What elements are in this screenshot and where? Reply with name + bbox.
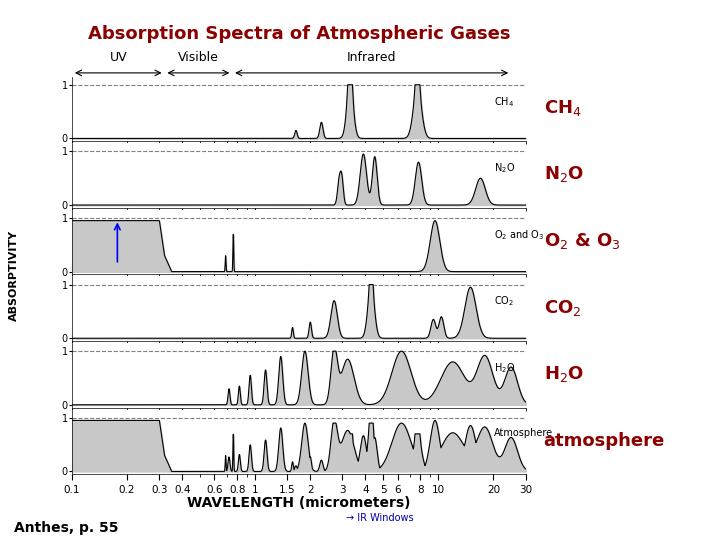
- Text: ABSORPTIVITY: ABSORPTIVITY: [9, 230, 19, 321]
- Text: O$_2$ & O$_3$: O$_2$ & O$_3$: [544, 231, 620, 251]
- Text: Anthes, p. 55: Anthes, p. 55: [14, 521, 119, 535]
- Text: Infrared: Infrared: [347, 51, 397, 64]
- Text: Visible: Visible: [178, 51, 219, 64]
- Text: H$_2$O: H$_2$O: [544, 364, 584, 384]
- Text: CO$_2$: CO$_2$: [544, 298, 581, 318]
- Text: N$_2$O: N$_2$O: [544, 164, 584, 185]
- Text: CH$_4$: CH$_4$: [544, 98, 581, 118]
- Text: → IR Windows: → IR Windows: [346, 514, 413, 523]
- Text: WAVELENGTH (micrometers): WAVELENGTH (micrometers): [187, 496, 410, 510]
- Text: CO$_2$: CO$_2$: [494, 294, 514, 308]
- Text: Absorption Spectra of Atmospheric Gases: Absorption Spectra of Atmospheric Gases: [88, 25, 510, 43]
- Text: CH$_4$: CH$_4$: [494, 94, 514, 109]
- Text: H$_2$O: H$_2$O: [494, 361, 515, 375]
- Text: UV: UV: [109, 51, 127, 64]
- Text: atmosphere: atmosphere: [544, 432, 665, 450]
- Text: Atmosphere: Atmosphere: [494, 428, 553, 438]
- Text: O$_2$ and O$_3$: O$_2$ and O$_3$: [494, 228, 544, 242]
- Text: N$_2$O: N$_2$O: [494, 161, 515, 175]
